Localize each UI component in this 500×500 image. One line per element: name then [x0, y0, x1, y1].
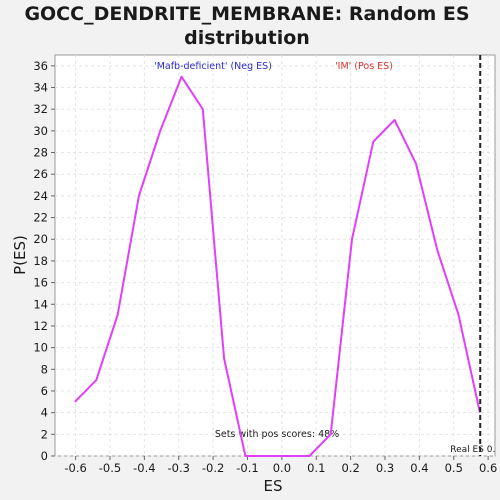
y-tick-label: 26	[33, 167, 48, 181]
x-tick-label: 0.5	[445, 461, 463, 475]
grid-lines	[55, 55, 495, 457]
x-axis-label: ES	[264, 477, 283, 495]
real-es-label-clip: Real ES 0.6	[450, 445, 500, 455]
x-tick-label: -0.1	[236, 461, 258, 475]
y-tick-label: 20	[33, 232, 48, 246]
x-tick-label: 0.3	[376, 461, 394, 475]
y-tick-label: 30	[33, 124, 48, 138]
y-tick-label: 18	[33, 254, 48, 268]
y-tick-label: 4	[41, 406, 48, 420]
x-tick-label: 0.1	[307, 461, 325, 475]
x-tick-label: -0.6	[64, 461, 86, 475]
y-tick-label: 8	[41, 362, 48, 376]
y-tick-label: 34	[33, 81, 48, 95]
y-tick-label: 32	[33, 102, 48, 116]
pos-es-label: 'IM' (Pos ES)	[335, 61, 393, 72]
x-axis-ticks: -0.6 -0.5 -0.4 -0.3 -0.2 -0.1 0.0 0.1 0.2 0.3 0.4 0…	[64, 456, 497, 475]
y-tick-label: 6	[41, 384, 48, 398]
y-tick-label: 16	[33, 276, 48, 290]
x-tick-label: -0.3	[168, 461, 190, 475]
y-axis-label: P(ES)	[11, 235, 29, 275]
x-tick-label: 0.2	[341, 461, 359, 475]
plot-area	[54, 54, 496, 457]
y-tick-label: 10	[33, 341, 48, 355]
es-distribution-line	[74, 75, 481, 457]
y-tick-label: 12	[33, 319, 48, 333]
pos-scores-annotation: Sets with pos scores: 48%	[215, 429, 339, 440]
y-tick-label: 36	[33, 59, 48, 73]
x-tick-label: 0.6	[479, 461, 497, 475]
y-tick-label: 0	[41, 449, 48, 463]
x-tick-label: 0.0	[273, 461, 291, 475]
y-tick-label: 28	[33, 146, 48, 160]
y-tick-label: 14	[33, 297, 48, 311]
x-tick-label: -0.4	[133, 461, 155, 475]
x-tick-label: 0.4	[410, 461, 428, 475]
chart-title-line2: distribution	[184, 27, 310, 49]
series-layer	[74, 75, 481, 457]
y-tick-label: 2	[41, 427, 48, 441]
x-tick-label: -0.2	[202, 461, 224, 475]
y-tick-label: 22	[33, 211, 48, 225]
neg-es-label: 'Mafb-deficient' (Neg ES)	[154, 61, 272, 72]
real-es-label: Real ES 0.6	[450, 445, 500, 455]
x-tick-label: -0.5	[99, 461, 121, 475]
chart-title-line1: GOCC_DENDRITE_MEMBRANE: Random ES	[24, 3, 469, 25]
y-tick-label: 24	[33, 189, 48, 203]
